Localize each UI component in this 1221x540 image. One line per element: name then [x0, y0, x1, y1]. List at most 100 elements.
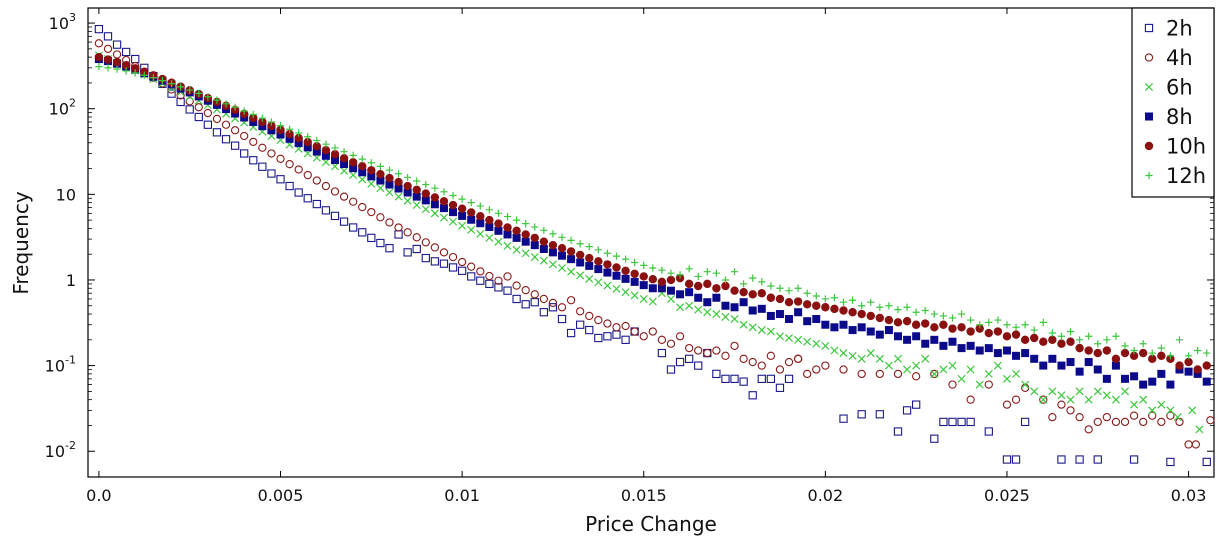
data-point-2h	[1002, 455, 1012, 464]
data-point-10h	[857, 309, 866, 319]
data-point-4h	[1102, 412, 1111, 422]
data-point-10h	[1011, 330, 1021, 339]
data-point-8h	[1093, 365, 1102, 374]
data-point-12h	[431, 184, 439, 192]
data-point-10h	[1030, 333, 1039, 343]
data-point-12h	[304, 133, 312, 141]
data-point-6h	[330, 162, 340, 171]
legend-label: 8h	[1166, 105, 1193, 129]
data-point-12h	[794, 284, 802, 292]
data-point-6h	[1093, 387, 1102, 396]
x-axis-label: Price Change	[585, 512, 717, 536]
data-point-2h	[966, 417, 975, 427]
data-point-2h	[185, 105, 194, 114]
data-point-6h	[421, 205, 430, 214]
data-point-6h	[712, 310, 721, 319]
data-point-10h	[893, 318, 903, 327]
data-point-8h	[639, 281, 648, 290]
data-point-6h	[367, 179, 376, 188]
data-point-12h	[640, 261, 648, 269]
data-point-2h	[766, 374, 776, 384]
data-point-6h	[1157, 400, 1166, 409]
data-point-10h	[1175, 361, 1184, 370]
data-point-12h	[95, 63, 103, 71]
data-point-4h	[1166, 411, 1175, 420]
data-point-4h	[766, 351, 776, 360]
x-tick-label: 0.015	[621, 486, 667, 505]
data-point-12h	[1203, 349, 1211, 357]
data-point-12h	[903, 303, 911, 311]
data-point-10h	[412, 185, 421, 194]
data-point-4h	[557, 303, 567, 312]
data-point-4h	[675, 332, 685, 341]
data-point-12h	[1130, 346, 1138, 355]
data-point-2h	[1075, 455, 1084, 464]
plot-area	[87, 7, 1215, 478]
data-point-2h	[430, 257, 440, 266]
data-point-12h	[158, 76, 167, 85]
data-point-8h	[1057, 361, 1066, 370]
data-point-10h	[966, 327, 975, 336]
series-12h	[95, 63, 1211, 360]
data-point-8h	[1130, 372, 1139, 381]
data-point-4h	[1120, 417, 1130, 427]
data-point-4h	[412, 233, 421, 242]
data-point-8h	[585, 261, 594, 270]
data-point-4h	[385, 218, 394, 227]
data-point-8h	[966, 341, 975, 350]
data-point-10h	[385, 173, 394, 183]
data-point-2h	[112, 40, 122, 49]
data-point-4h	[467, 262, 476, 271]
data-point-4h	[403, 228, 412, 237]
data-point-8h	[857, 323, 866, 332]
data-point-2h	[367, 233, 376, 243]
data-point-6h	[1111, 395, 1120, 404]
data-point-10h	[430, 193, 440, 202]
data-point-12h	[104, 64, 112, 72]
data-point-6h	[467, 225, 476, 234]
data-point-2h	[276, 175, 285, 184]
data-point-10h	[358, 162, 367, 171]
data-point-10h	[494, 219, 503, 228]
data-point-4h	[739, 354, 748, 363]
data-point-6h	[349, 171, 358, 180]
y-tick-label: 10-2	[45, 439, 76, 461]
data-point-10h	[648, 275, 658, 284]
data-point-12h	[385, 166, 394, 174]
data-point-12h	[376, 162, 384, 170]
data-point-2h	[621, 335, 630, 344]
data-point-12h	[149, 74, 157, 82]
data-point-12h	[122, 67, 130, 75]
data-point-2h	[176, 97, 185, 107]
data-point-6h	[912, 361, 921, 370]
data-point-4h	[839, 365, 848, 374]
data-point-12h	[740, 280, 748, 288]
y-tick-label: 10	[56, 185, 76, 204]
data-point-10h	[1138, 348, 1148, 358]
data-point-12h	[322, 140, 330, 148]
data-point-6h	[1120, 387, 1130, 396]
data-point-6h	[694, 305, 703, 314]
data-point-6h	[757, 326, 766, 335]
data-point-12h	[876, 303, 884, 311]
data-point-12h	[240, 107, 248, 115]
data-point-2h	[594, 333, 603, 343]
data-point-8h	[1021, 349, 1030, 358]
data-point-2h	[467, 272, 476, 281]
y-axis-label: Frequency	[9, 191, 33, 294]
data-point-10h	[1093, 348, 1102, 358]
data-point-2h	[421, 253, 430, 263]
data-point-12h	[1085, 332, 1093, 340]
data-point-2h	[839, 414, 848, 423]
data-point-6h	[903, 365, 912, 374]
data-point-2h	[1202, 457, 1211, 467]
data-point-12h	[1112, 332, 1120, 340]
data-point-12h	[930, 310, 938, 318]
data-point-2h	[194, 112, 203, 122]
data-point-10h	[830, 304, 839, 314]
legend-marker-2h	[1144, 23, 1154, 33]
data-point-8h	[912, 332, 921, 341]
data-point-10h	[103, 55, 113, 64]
data-point-10h	[1066, 337, 1075, 346]
